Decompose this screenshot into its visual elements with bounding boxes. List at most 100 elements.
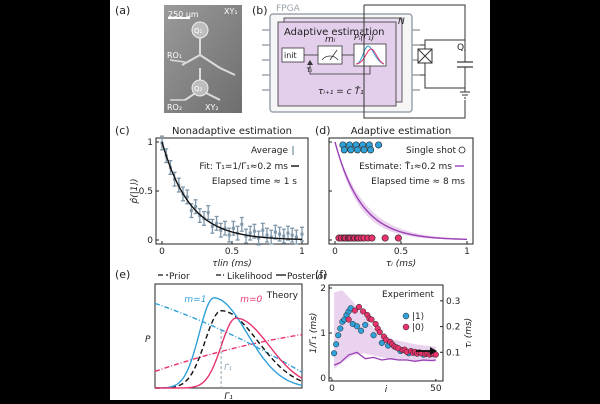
data-point [244, 234, 248, 238]
chart-title: Experiment [382, 290, 434, 300]
legend-label: Likelihood [227, 272, 272, 282]
point-1 [362, 321, 369, 328]
data-point [278, 232, 282, 236]
data-point [290, 233, 294, 237]
meter-box [317, 45, 343, 65]
data-point [210, 224, 214, 228]
x-tick-label: 1 [299, 247, 305, 257]
data-point [300, 232, 304, 236]
label-q2: Q₂ [194, 85, 203, 93]
panel-label: (e) [115, 268, 130, 281]
data-point [206, 211, 210, 215]
update-rule: τᵢ₊₁ = c T̂₁ [318, 85, 364, 97]
data-point [294, 235, 298, 239]
panel-b-label: (b) [252, 4, 268, 17]
legend-label: Average [251, 146, 288, 156]
chart-title: Theory [266, 291, 299, 301]
data-point [219, 228, 223, 232]
data-point [185, 195, 189, 199]
single-shot-0 [394, 234, 402, 242]
x-tick-label: 0 [159, 247, 165, 257]
data-point [269, 235, 273, 239]
legend-marker [402, 312, 410, 320]
point-1 [378, 339, 385, 346]
schematic: FPGA Adaptive estimation N init mᵢ Pᵢ(Γ₁… [262, 4, 473, 119]
estimate-band [335, 142, 467, 240]
legend-marker [402, 323, 410, 331]
label-xy2: XY₂ [205, 103, 219, 112]
m-label: mᵢ [325, 35, 336, 45]
x-axis-label: τlin (ms) [212, 259, 251, 269]
data-point [227, 233, 231, 237]
y2-tick-label: 0.1 [446, 348, 460, 358]
single-shot-1 [347, 146, 355, 154]
x-tick-label: 1 [464, 247, 470, 257]
annotation-time: Elapsed time ≈ 8 ms [371, 177, 465, 187]
y-tick-label: 0 [320, 374, 326, 384]
posterior-m1 [155, 297, 303, 389]
y-axis-label: 1/Γ₁ (ms) [309, 313, 319, 354]
x-tick-label: 50 [430, 384, 442, 394]
label-q1: Q₁ [194, 27, 203, 35]
label-xy1: XY₁ [224, 7, 238, 16]
x-tick-label: 0.5 [225, 247, 239, 257]
fpga-pins [262, 29, 420, 91]
adaptive-title: Adaptive estimation [284, 27, 385, 38]
figure-panel: (a) 250 μm XY₁ Q₁ RO₁ Q₂ RO₂ XY₂ (b) [110, 0, 490, 402]
n-label: N [398, 17, 405, 27]
qubit-j-label: Qⱼ [457, 43, 466, 53]
chip-micrograph: 250 μm XY₁ Q₁ RO₁ Q₂ RO₂ XY₂ [164, 5, 242, 113]
y-tick-label: 0 [147, 236, 153, 246]
legend-label: Prior [169, 272, 190, 282]
qubit-q1 [191, 21, 209, 39]
data-point [286, 231, 290, 235]
chart-d: (d) Adaptive estimation 0 0.5 1 τᵢ (ms) Single… [315, 124, 474, 269]
annotation-fit: Fit: T₁=1/Γ₁≈0.2 ms [199, 162, 288, 172]
data-point [257, 236, 261, 240]
panel-label: (c) [115, 124, 130, 137]
annotation-estimate: Estimate: T̂₁≈0.2 ms [359, 160, 452, 172]
panel-a-label: (a) [115, 4, 130, 17]
chart-c: (c) Nonadaptive estimation 0 0.5 1 0 0.5 1 τlin … [115, 124, 309, 269]
x-axis-label: i [385, 385, 388, 395]
single-shot-1 [375, 141, 383, 149]
data-point [173, 177, 177, 181]
point-1 [353, 323, 360, 330]
single-shot-0 [368, 234, 376, 242]
legend-label: Posterior [287, 272, 327, 282]
point-0 [360, 308, 367, 315]
estimate-curve [334, 141, 467, 240]
tau-line [333, 351, 436, 366]
legend-label: Single shot [406, 146, 456, 156]
data-point [231, 226, 235, 230]
point-1 [358, 327, 365, 334]
init-label: init [284, 51, 297, 60]
scalebar-text: 250 μm [168, 10, 199, 19]
data-point [189, 209, 193, 213]
y-tick-label: 1 [320, 329, 326, 339]
point-1 [333, 341, 340, 348]
tau-label: τᵢ [306, 65, 313, 74]
estimate-label: Γ̂₁ [224, 362, 232, 372]
x-tick-label: 0.5 [394, 247, 408, 257]
y-tick-label: 2 [320, 284, 326, 294]
chart-e: (e) Prior Likelihood Posterior P Γ₁ Theory Γ̂₁ m… [115, 268, 327, 402]
point-0 [345, 316, 352, 323]
y2-tick-label: 0.3 [446, 297, 460, 307]
prior-curve [155, 309, 303, 389]
fit-curve [161, 141, 302, 240]
fpga-label: FPGA [276, 4, 301, 14]
label-ro1: RO₁ [167, 51, 182, 60]
annotation-m1: m=1 [184, 295, 206, 305]
figure-svg: (a) 250 μm XY₁ Q₁ RO₁ Q₂ RO₂ XY₂ (b) [115, 4, 474, 402]
panel-label: (f) [315, 268, 327, 281]
legend-marker [458, 146, 466, 154]
y-tick-label: 0.5 [139, 187, 153, 197]
panel-label: (d) [315, 124, 331, 137]
point-1 [337, 325, 344, 332]
legend-label: |0⟩ [412, 323, 424, 333]
chart-title: Nonadaptive estimation [172, 126, 292, 137]
label-ro2: RO₂ [167, 103, 182, 112]
x-tick-label: 0 [332, 247, 338, 257]
single-shot-1 [360, 146, 368, 154]
